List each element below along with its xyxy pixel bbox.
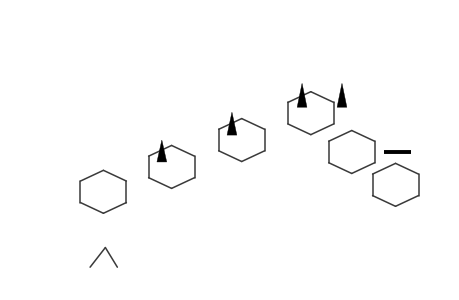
Polygon shape	[297, 83, 306, 107]
Polygon shape	[227, 112, 236, 135]
Polygon shape	[157, 140, 166, 162]
Polygon shape	[336, 83, 346, 107]
